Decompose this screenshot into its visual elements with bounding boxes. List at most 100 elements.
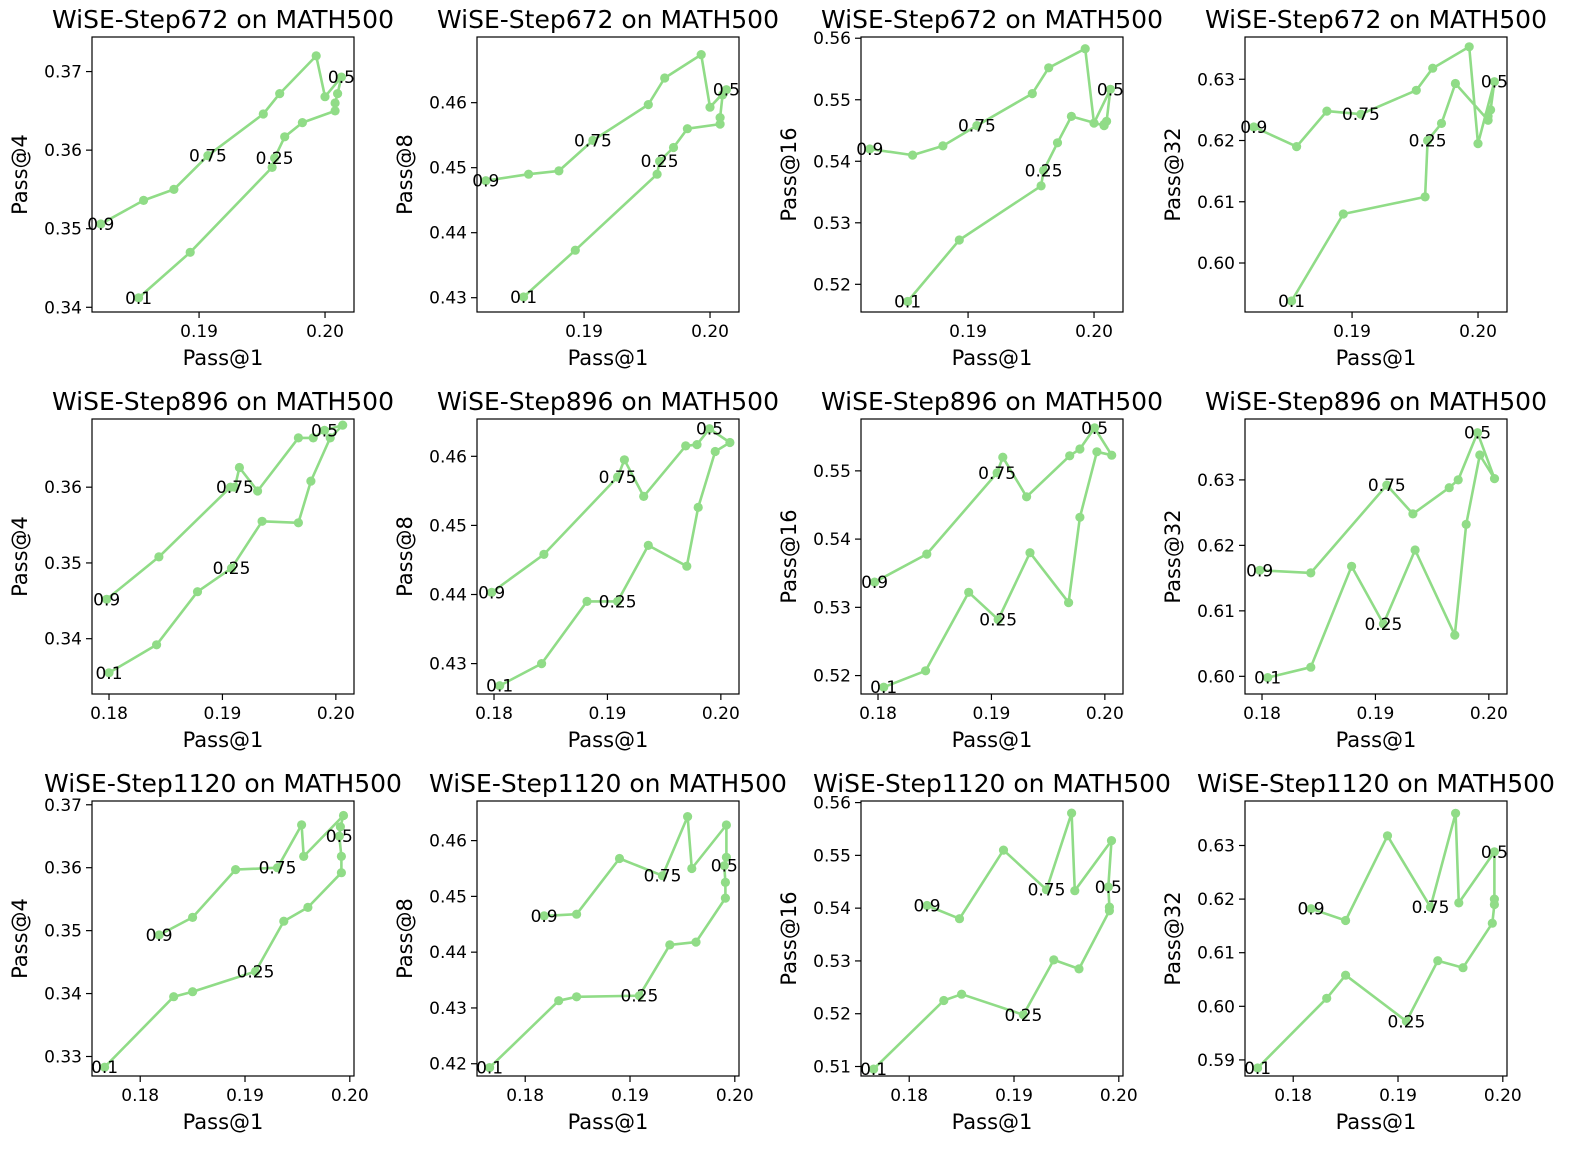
subplot-6: WiSE-Step896 on MATH500 0.1 0.25 0.5 0.75 0.9… xyxy=(393,387,779,752)
data-point xyxy=(1036,181,1046,191)
x-tick-label: 0.20 xyxy=(1075,322,1113,342)
data-point xyxy=(705,102,715,112)
y-tick-label: 0.62 xyxy=(1197,132,1235,152)
data-point xyxy=(185,247,195,257)
data-point xyxy=(330,106,340,116)
data-point xyxy=(100,1062,110,1072)
plot-frame xyxy=(1244,800,1508,1077)
data-point xyxy=(683,812,693,822)
data-point xyxy=(1049,955,1059,965)
x-tick-label: 0.20 xyxy=(691,322,729,342)
data-point xyxy=(715,113,725,123)
data-point xyxy=(275,89,285,99)
data-point xyxy=(319,425,330,435)
subplot-title: WiSE-Step896 on MATH500 xyxy=(821,387,1163,416)
y-tick-label: 0.34 xyxy=(44,630,82,650)
data-point xyxy=(537,659,547,669)
point-label: 0.1 xyxy=(870,678,897,698)
y-tick-label: 0.33 xyxy=(44,1047,82,1067)
plot-frame xyxy=(91,36,355,313)
data-point xyxy=(1401,1016,1411,1026)
data-point xyxy=(665,940,675,950)
data-point xyxy=(643,540,653,551)
data-point xyxy=(682,124,693,134)
point-label: 0.9 xyxy=(93,590,120,610)
point-label: 0.25 xyxy=(237,963,275,983)
data-point xyxy=(336,851,346,862)
data-point xyxy=(311,51,321,61)
x-axis-label: Pass@1 xyxy=(1336,346,1417,370)
data-point xyxy=(938,141,948,151)
data-point xyxy=(554,166,564,176)
data-point xyxy=(154,552,164,562)
data-point xyxy=(154,930,164,940)
data-point xyxy=(1382,831,1393,841)
point-label: 0.9 xyxy=(1297,900,1324,920)
data-point xyxy=(903,296,913,307)
data-point xyxy=(299,851,309,862)
subplot-4: WiSE-Step672 on MATH500 0.1 0.25 0.5 0.75 0.9… xyxy=(1161,5,1547,370)
data-point xyxy=(519,292,529,302)
subplot-3: WiSE-Step672 on MATH500 0.1 0.25 0.5 0.75 0.9… xyxy=(777,5,1163,370)
plot-frame xyxy=(1244,418,1508,695)
data-point xyxy=(1472,428,1483,438)
x-tick-label: 0.19 xyxy=(1333,322,1371,342)
y-tick-label: 0.46 xyxy=(429,447,467,467)
data-point xyxy=(1253,1063,1263,1073)
data-point xyxy=(1451,808,1461,818)
point-label: 0.5 xyxy=(326,827,353,847)
x-axis-label: Pass@1 xyxy=(952,1110,1033,1134)
subplot-title: WiSE-Step1120 on MATH500 xyxy=(1197,769,1555,798)
x-tick-label: 0.20 xyxy=(1100,1086,1138,1106)
data-point xyxy=(1107,450,1117,460)
data-point xyxy=(964,587,974,597)
y-tick-label: 0.52 xyxy=(813,275,851,295)
point-label: 0.1 xyxy=(894,293,921,313)
data-point xyxy=(1489,77,1499,87)
y-tick-label: 0.54 xyxy=(813,899,851,919)
data-point xyxy=(691,937,701,947)
point-label: 0.9 xyxy=(856,140,883,160)
data-point xyxy=(1306,568,1316,578)
x-tick-label: 0.19 xyxy=(1379,1086,1417,1106)
data-point xyxy=(634,991,645,1001)
point-label: 0.9 xyxy=(1246,561,1273,581)
subplot-1: WiSE-Step672 on MATH500 0.1 0.25 0.5 0.75 0.9… xyxy=(8,5,394,370)
point-label: 0.25 xyxy=(620,987,658,1007)
data-point xyxy=(192,587,203,597)
x-tick-label: 0.20 xyxy=(317,704,355,724)
y-tick-label: 0.61 xyxy=(1197,602,1235,622)
x-axis-label: Pass@1 xyxy=(1336,728,1417,752)
data-point xyxy=(1287,296,1297,306)
x-tick-label: 0.18 xyxy=(90,704,128,724)
series-line xyxy=(103,814,345,1069)
y-tick-label: 0.52 xyxy=(813,1005,851,1025)
data-point xyxy=(303,902,313,913)
data-point xyxy=(1473,139,1483,149)
data-point xyxy=(1475,450,1485,460)
data-point xyxy=(1092,447,1102,457)
point-label: 0.1 xyxy=(1254,669,1281,689)
y-tick-label: 0.43 xyxy=(429,999,467,1019)
data-point xyxy=(613,472,623,482)
data-point xyxy=(485,1063,495,1073)
data-point xyxy=(1089,118,1099,128)
point-label: 0.25 xyxy=(1004,1006,1042,1026)
data-point xyxy=(335,822,345,832)
data-point xyxy=(1104,902,1114,912)
point-label: 0.9 xyxy=(87,215,114,235)
data-point xyxy=(1347,561,1357,571)
data-point xyxy=(939,995,949,1006)
subplot-7: WiSE-Step896 on MATH500 0.1 0.25 0.5 0.75 0.9… xyxy=(777,387,1163,752)
data-point xyxy=(1090,423,1100,433)
series-line xyxy=(488,815,728,1069)
y-tick-label: 0.37 xyxy=(44,796,82,816)
data-point xyxy=(1255,565,1265,575)
point-label: 0.5 xyxy=(1481,843,1508,863)
series-line xyxy=(1256,811,1496,1069)
x-tick-label: 0.18 xyxy=(121,1086,159,1106)
point-label: 0.25 xyxy=(979,611,1017,631)
plot-frame xyxy=(476,800,740,1077)
point-label: 0.25 xyxy=(1409,132,1447,152)
point-label: 0.1 xyxy=(486,677,513,697)
